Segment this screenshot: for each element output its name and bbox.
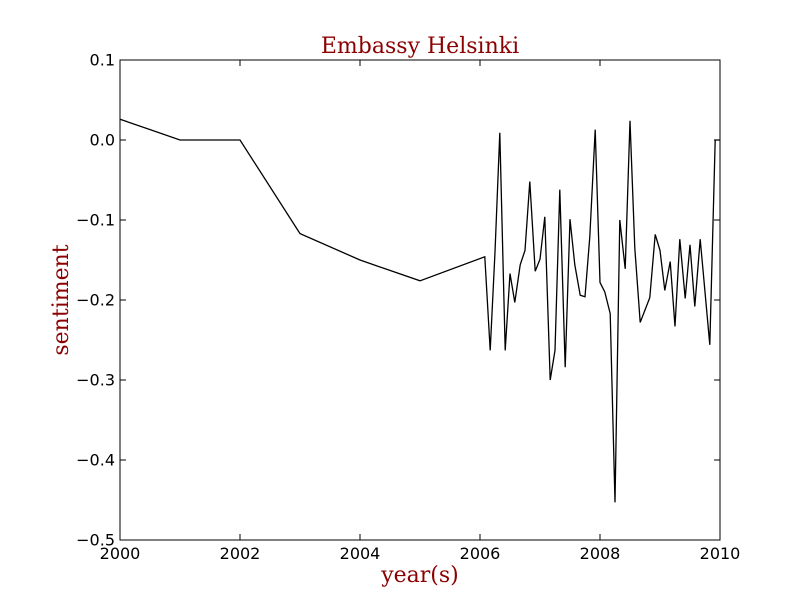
plot-frame — [119, 59, 721, 541]
y-tick-label: −0.2 — [76, 291, 115, 310]
y-tick-label: −0.3 — [76, 371, 115, 390]
x-tick-label: 2002 — [220, 544, 261, 563]
y-tick-label: 0.1 — [90, 51, 115, 70]
tick-labels: 2000 2002 2004 2006 2008 2010 0.1 0.0 −0.1 −0.2 −0… — [76, 51, 740, 564]
x-tick-label: 2006 — [460, 544, 501, 563]
y-tick-label: −0.4 — [76, 451, 115, 470]
y-tick-label: 0.0 — [90, 131, 115, 150]
x-tick-label: 2008 — [580, 544, 621, 563]
x-axis-label: year(s) — [380, 563, 459, 588]
y-tick-label: −0.5 — [76, 531, 115, 550]
sentiment-series-line — [119, 118, 720, 503]
x-tick-label: 2010 — [700, 544, 741, 563]
x-tick-label: 2004 — [340, 544, 381, 563]
x-tick-label: 2000 — [100, 544, 141, 563]
y-tick-label: −0.1 — [76, 211, 115, 230]
y-axis-label: sentiment — [49, 244, 74, 355]
chart-title: Embassy Helsinki — [321, 34, 519, 59]
